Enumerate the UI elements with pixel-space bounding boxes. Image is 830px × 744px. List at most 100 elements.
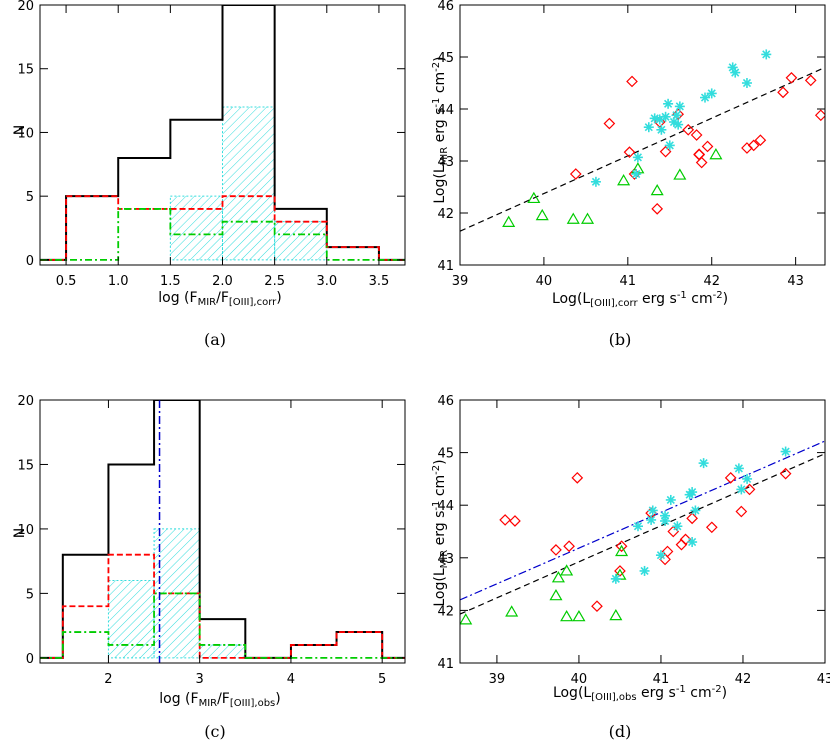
x-axis-label: log (FMIR/F[OIII],corr) — [158, 290, 281, 308]
y-axis-label: Log(LMIR erg s-1 cm-2) — [431, 56, 450, 203]
point-diamond — [569, 168, 582, 180]
point-asterisk — [610, 573, 621, 584]
point-diamond — [591, 600, 603, 613]
point-triangle — [505, 605, 519, 617]
point-triangle — [615, 544, 629, 557]
fit-line-black-dashed — [460, 453, 825, 615]
point-asterisk — [706, 88, 717, 99]
point-triangle — [535, 208, 549, 221]
point-triangle — [673, 168, 687, 180]
point-triangle — [709, 148, 723, 160]
asterisk-stroke — [699, 459, 708, 468]
point-diamond — [603, 117, 616, 130]
point-asterisk — [698, 458, 709, 469]
panel-d-scatter: 39 40 41 42 43 41 42 43 44 45 46 Log(L[OIII],obs er… — [431, 394, 830, 741]
x-tick-label: 39 — [452, 274, 469, 289]
asterisk-stroke — [742, 474, 752, 484]
point-triangle — [551, 571, 565, 583]
asterisk-stroke — [781, 447, 790, 456]
hist-series-red-dashed — [40, 195, 405, 261]
asterisk-stroke — [707, 89, 716, 98]
y-tick-label: 10 — [17, 523, 34, 538]
point-diamond — [550, 544, 562, 556]
panel-c-histogram: 2 3 4 5 0 5 10 15 20 log (FMIR/F[OIII],obs) N (c) — [12, 394, 406, 741]
asterisk-stroke — [688, 487, 697, 497]
point-diamond — [509, 515, 521, 527]
asterisk-stroke — [657, 125, 666, 134]
point-asterisk — [730, 67, 741, 78]
point-diamond — [626, 75, 638, 88]
point-asterisk — [671, 110, 682, 121]
asterisk-stroke — [591, 177, 601, 186]
asterisk-stroke — [674, 120, 683, 129]
x-tick-label: 3.5 — [369, 274, 390, 289]
point-asterisk — [632, 521, 643, 532]
point-asterisk — [646, 514, 657, 525]
hist-series-red-dashed — [40, 553, 405, 659]
hist-series-black-solid — [40, 400, 405, 659]
point-triangle — [609, 608, 623, 621]
y-tick-label: 46 — [437, 394, 454, 409]
x-tick-label: 41 — [620, 274, 637, 289]
point-diamond — [779, 467, 792, 480]
point-asterisk — [631, 169, 642, 179]
x-tick-label: 40 — [536, 274, 553, 289]
x-tick-label: 43 — [817, 672, 830, 687]
x-tick-label: 41 — [653, 672, 670, 687]
point-diamond — [659, 145, 672, 158]
point-asterisk — [690, 505, 701, 516]
asterisk-stroke — [611, 574, 620, 583]
point-asterisk — [660, 515, 671, 526]
x-tick-label: 2 — [104, 672, 112, 687]
point-diamond — [747, 139, 760, 152]
y-tick-label: 44 — [437, 103, 454, 118]
point-asterisk — [643, 122, 654, 133]
panel-a-histogram: 0.5 1.0 1.5 2.0 2.5 3.0 3.5 0 5 10 15 20 log (FMIR/F… — [12, 0, 406, 349]
hist-bar-cyan — [169, 195, 224, 261]
axes-frame — [39, 399, 406, 664]
asterisk-stroke — [673, 522, 682, 531]
asterisk-stroke — [640, 566, 649, 576]
x-tick-label: 2.5 — [264, 274, 285, 289]
point-triangle — [560, 564, 574, 576]
point-diamond — [701, 140, 714, 153]
asterisk-stroke — [633, 153, 642, 162]
x-axis-label: Log(L[OIII],obs erg s-1 cm-2) — [553, 684, 727, 703]
point-asterisk — [700, 92, 711, 103]
asterisk-stroke — [656, 551, 666, 560]
point-asterisk — [761, 49, 772, 60]
y-tick-label: 10 — [17, 126, 34, 141]
fit-line-black-dashed — [460, 66, 825, 232]
point-diamond — [804, 74, 817, 87]
point-diamond — [695, 156, 708, 169]
point-asterisk — [663, 98, 674, 109]
asterisk-stroke — [700, 93, 710, 102]
y-tick-label: 20 — [17, 0, 34, 14]
asterisk-stroke — [655, 115, 664, 124]
panel-caption: (c) — [204, 722, 225, 741]
point-diamond — [777, 86, 789, 99]
hist-bar-cyan — [199, 644, 246, 659]
asterisk-stroke — [644, 123, 653, 132]
asterisk-stroke — [731, 68, 740, 77]
point-asterisk — [655, 550, 666, 561]
asterisk-stroke — [632, 169, 641, 179]
panel-caption: (d) — [609, 722, 632, 741]
point-diamond — [679, 533, 692, 546]
y-axis-label: Log(LMIR erg s-1 cm-2) — [431, 459, 450, 606]
y-axis-label: N — [12, 125, 28, 135]
point-triangle — [502, 215, 516, 227]
y-tick-label: 20 — [17, 394, 34, 409]
y-tick-label: 5 — [26, 587, 34, 602]
asterisk-stroke — [762, 50, 771, 59]
point-diamond — [499, 514, 511, 526]
point-asterisk — [664, 140, 675, 151]
point-asterisk — [741, 78, 752, 88]
y-tick-label: 44 — [437, 499, 454, 514]
y-tick-label: 42 — [437, 604, 454, 619]
y-tick-label: 42 — [437, 207, 454, 222]
asterisk-stroke — [737, 485, 746, 494]
hist-series-green-dashdot — [40, 592, 405, 659]
asterisk-stroke — [633, 522, 643, 531]
y-axis-label: N — [12, 528, 28, 538]
